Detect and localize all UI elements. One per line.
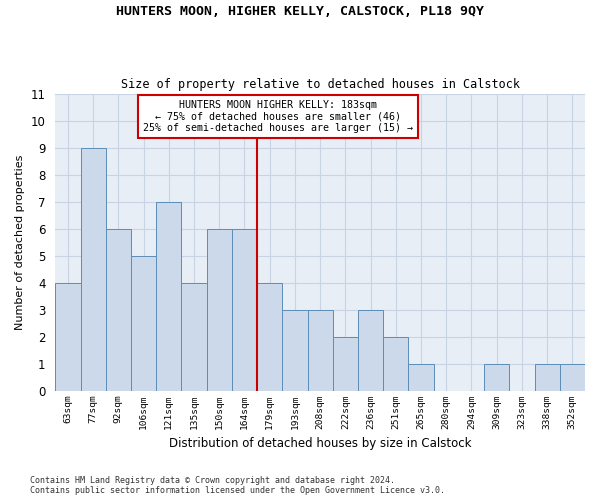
- Bar: [283, 310, 308, 392]
- Text: Contains HM Land Registry data © Crown copyright and database right 2024.
Contai: Contains HM Land Registry data © Crown c…: [30, 476, 445, 495]
- Bar: [484, 364, 509, 392]
- Bar: [535, 364, 560, 392]
- Bar: [80, 148, 106, 392]
- Text: HUNTERS MOON, HIGHER KELLY, CALSTOCK, PL18 9QY: HUNTERS MOON, HIGHER KELLY, CALSTOCK, PL…: [116, 5, 484, 18]
- Bar: [409, 364, 434, 392]
- Bar: [106, 229, 131, 392]
- Bar: [308, 310, 333, 392]
- Bar: [206, 229, 232, 392]
- Bar: [383, 337, 409, 392]
- Bar: [55, 283, 80, 392]
- X-axis label: Distribution of detached houses by size in Calstock: Distribution of detached houses by size …: [169, 437, 472, 450]
- Text: HUNTERS MOON HIGHER KELLY: 183sqm
← 75% of detached houses are smaller (46)
25% : HUNTERS MOON HIGHER KELLY: 183sqm ← 75% …: [143, 100, 413, 132]
- Bar: [560, 364, 585, 392]
- Bar: [232, 229, 257, 392]
- Bar: [358, 310, 383, 392]
- Bar: [156, 202, 181, 392]
- Title: Size of property relative to detached houses in Calstock: Size of property relative to detached ho…: [121, 78, 520, 91]
- Bar: [333, 337, 358, 392]
- Y-axis label: Number of detached properties: Number of detached properties: [15, 155, 25, 330]
- Bar: [131, 256, 156, 392]
- Bar: [257, 283, 283, 392]
- Bar: [181, 283, 206, 392]
